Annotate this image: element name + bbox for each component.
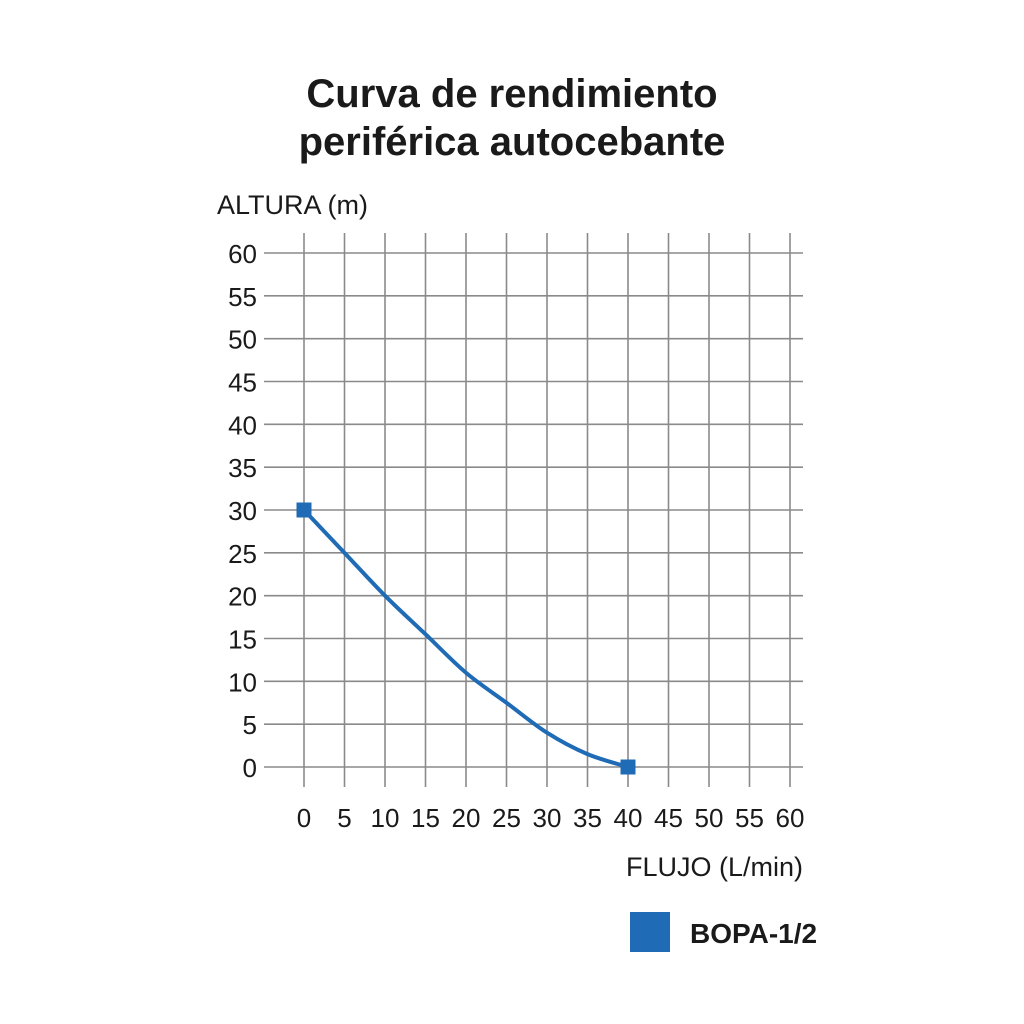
chart-title-line-2: periférica autocebante (299, 120, 726, 164)
y-tick-label-7: 35 (228, 453, 257, 483)
grid (264, 233, 803, 787)
x-axis-label: FLUJO (L/min) (626, 852, 803, 882)
y-tick-label-1: 5 (243, 710, 257, 740)
x-tick-label-7: 35 (573, 803, 602, 833)
x-tick-label-4: 20 (452, 803, 481, 833)
x-tick-label-12: 60 (776, 803, 805, 833)
x-tick-labels: 0 5 10 15 20 25 30 35 40 45 50 55 60 (297, 803, 805, 833)
x-tick-label-0: 0 (297, 803, 311, 833)
y-axis-label: ALTURA (m) (217, 190, 368, 220)
legend-swatch (630, 912, 670, 952)
y-tick-label-12: 60 (228, 239, 257, 269)
y-tick-labels: 0 5 10 15 20 25 30 35 40 45 50 55 60 (228, 239, 257, 783)
y-tick-label-9: 45 (228, 368, 257, 398)
y-tick-label-0: 0 (243, 753, 257, 783)
series-marker-0-0 (296, 502, 312, 518)
x-tick-label-3: 15 (411, 803, 440, 833)
y-tick-label-5: 25 (228, 539, 257, 569)
series-line-0 (302, 508, 630, 769)
x-tick-label-1: 5 (337, 803, 351, 833)
x-tick-label-9: 45 (654, 803, 683, 833)
x-tick-label-10: 50 (695, 803, 724, 833)
y-tick-label-6: 30 (228, 496, 257, 526)
x-tick-label-11: 55 (735, 803, 764, 833)
y-tick-label-10: 50 (228, 325, 257, 355)
x-tick-label-6: 30 (533, 803, 562, 833)
y-tick-label-11: 55 (228, 282, 257, 312)
x-tick-label-2: 10 (371, 803, 400, 833)
series-marker-0-1 (620, 759, 636, 775)
chart-title-line-1: Curva de rendimiento (306, 72, 717, 116)
y-tick-label-4: 20 (228, 582, 257, 612)
y-tick-label-2: 10 (228, 667, 257, 697)
series-group (296, 502, 636, 775)
y-tick-label-8: 40 (228, 410, 257, 440)
x-tick-label-5: 25 (492, 803, 521, 833)
y-tick-label-3: 15 (228, 625, 257, 655)
legend-label: BOPA-1/2 (690, 918, 817, 949)
x-tick-label-8: 40 (614, 803, 643, 833)
